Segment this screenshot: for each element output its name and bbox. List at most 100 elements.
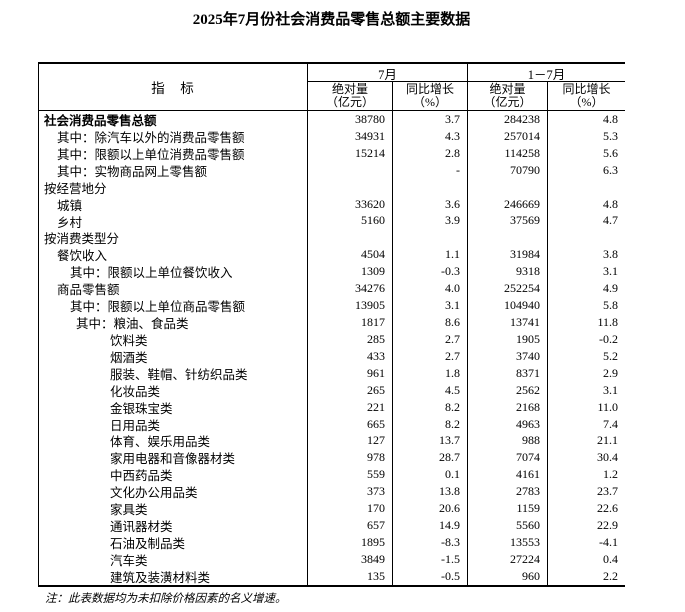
table-row: 其中：实物商品网上零售额 -70790 6.3 — [39, 161, 625, 179]
row-value: 8.2 — [393, 398, 468, 416]
header-indicator-cell: 指 标 — [39, 64, 308, 110]
row-value: 13.8 — [393, 483, 468, 501]
table-row: 家用电器和音像器材类 978 28.7 7074 30.4 — [39, 449, 625, 467]
table-row: 日用品类 665 8.2 4963 7.4 — [39, 415, 625, 433]
row-value: 252254 — [468, 280, 548, 298]
row-value — [548, 179, 625, 196]
row-value: 7.4 — [603, 416, 618, 431]
table-row: 其中：粮油、食品类 1817 8.6 13741 11.8 — [39, 314, 625, 331]
row-value: 1905 — [468, 330, 548, 348]
table-row: 按经营地分 — [39, 178, 625, 196]
row-value — [548, 229, 625, 246]
page-title: 2025年7月份社会消费品零售总额主要数据 — [192, 12, 471, 28]
row-value: -1.5 — [393, 550, 468, 568]
row-value: - — [393, 161, 468, 179]
row-value: 1159 — [468, 500, 548, 518]
row-value — [468, 229, 548, 247]
row-value: 8371 — [468, 364, 548, 382]
row-label: 中西药品类 — [39, 466, 308, 484]
row-value: 31984 — [468, 246, 548, 264]
row-value: -0.3 — [393, 263, 468, 281]
table-row: 乡村 5160 3.9 37569 4.7 — [39, 212, 625, 230]
table-row: 饮料类 285 2.7 1905 -0.2 — [39, 330, 625, 348]
row-label: 金银珠宝类 — [39, 398, 308, 416]
row-value: 2.8 — [393, 144, 468, 162]
row-value: 114258 — [468, 144, 548, 162]
row-value: 5.2 — [603, 348, 618, 363]
row-value: 11.8 — [597, 315, 618, 330]
row-value: 6.3 — [603, 162, 618, 177]
row-value: 4.8 — [603, 111, 618, 126]
row-value: -0.2 — [599, 331, 618, 346]
row-label: 其中：限额以上单位餐饮收入 — [39, 263, 308, 281]
header-absolute-amount-july: 绝对量 （亿元） — [308, 82, 393, 110]
header-line: （亿元） — [483, 95, 532, 109]
header-group-july: 7月 — [308, 64, 468, 82]
row-value — [308, 229, 393, 247]
header-line: 绝对量 — [331, 82, 368, 96]
table-row: 石油及制品类 1895 -8.3 13553 -4.1 — [39, 534, 625, 551]
table-row: 家具类 170 20.6 1159 22.6 — [39, 500, 625, 518]
table-row: 汽车类 3849 -1.5 27224 0.4 — [39, 550, 625, 568]
table-row: 文化办公用品类 373 13.8 2783 23.7 — [39, 483, 625, 501]
row-value: 23.7 — [597, 484, 618, 499]
row-value: 2168 — [468, 398, 548, 416]
row-label: 家用电器和音像器材类 — [39, 449, 308, 467]
row-value: 373 — [308, 483, 393, 501]
row-value: 3.9 — [393, 212, 468, 230]
row-value: 2.7 — [393, 330, 468, 348]
row-value: 978 — [308, 449, 393, 467]
row-value: 3.7 — [393, 111, 468, 128]
row-label: 通讯器材类 — [39, 517, 308, 535]
row-label: 乡村 — [39, 212, 308, 230]
row-value: 4.3 — [393, 127, 468, 145]
row-value: 257014 — [468, 127, 548, 145]
row-value: 8.2 — [393, 415, 468, 433]
row-label: 社会消费品零售总额 — [39, 111, 308, 128]
row-value: 4.8 — [603, 196, 618, 211]
table-header: 指 标 7月 1－7月 绝对量 （亿元） 同比增长 （%） 绝 — [39, 64, 625, 111]
row-value: 3849 — [308, 550, 393, 568]
header-value-columns: 7月 1－7月 绝对量 （亿元） 同比增长 （%） 绝对量 （亿元） — [308, 64, 625, 110]
table-row: 服装、鞋帽、针纺织品类 961 1.8 8371 2.9 — [39, 364, 625, 382]
row-value: 4.0 — [393, 280, 468, 298]
row-value: 5560 — [468, 517, 548, 535]
row-value: 1.8 — [393, 364, 468, 382]
row-value: 13741 — [468, 314, 548, 331]
header-line: 同比增长 — [562, 82, 611, 96]
row-value: 284238 — [468, 111, 548, 128]
row-value — [468, 178, 548, 196]
row-value: 433 — [308, 347, 393, 365]
table-row: 化妆品类 265 4.5 2562 3.1 — [39, 381, 625, 399]
table-row: 烟酒类 433 2.7 3740 5.2 — [39, 347, 625, 365]
row-value: 3.1 — [603, 382, 618, 397]
row-value: 13553 — [468, 534, 548, 551]
row-value: 1817 — [308, 314, 393, 331]
row-value: 4.9 — [603, 281, 618, 296]
row-value: 2783 — [468, 483, 548, 501]
table-row: 社会消费品零售总额 38780 3.7 284238 4.8 — [39, 111, 625, 128]
row-value: 2.7 — [393, 347, 468, 365]
header-absolute-amount-cumulative: 绝对量 （亿元） — [468, 82, 548, 110]
row-value: 5160 — [308, 212, 393, 230]
table-row: 其中：除汽车以外的消费品零售额 34931 4.3 257014 5.3 — [39, 127, 625, 145]
row-value: 33620 — [308, 195, 393, 213]
row-value: 104940 — [468, 297, 548, 315]
row-value: 221 — [308, 398, 393, 416]
row-value: 30.4 — [597, 450, 618, 465]
table-row: 建筑及装潢材料类 135 -0.5 960 2.2 — [39, 567, 625, 585]
row-value — [393, 178, 468, 196]
row-value: 2.9 — [603, 365, 618, 380]
row-value: 13.7 — [393, 432, 468, 450]
row-value: 3740 — [468, 347, 548, 365]
row-value: -4.1 — [599, 535, 618, 549]
header-line: 绝对量 — [489, 82, 526, 96]
row-label: 饮料类 — [39, 330, 308, 348]
row-value: 1.2 — [603, 467, 618, 482]
row-value: 11.0 — [597, 399, 618, 414]
row-value: 2562 — [468, 381, 548, 399]
row-value: 665 — [308, 415, 393, 433]
row-label: 餐饮收入 — [39, 246, 308, 264]
table-row: 商品零售额 34276 4.0 252254 4.9 — [39, 280, 625, 298]
